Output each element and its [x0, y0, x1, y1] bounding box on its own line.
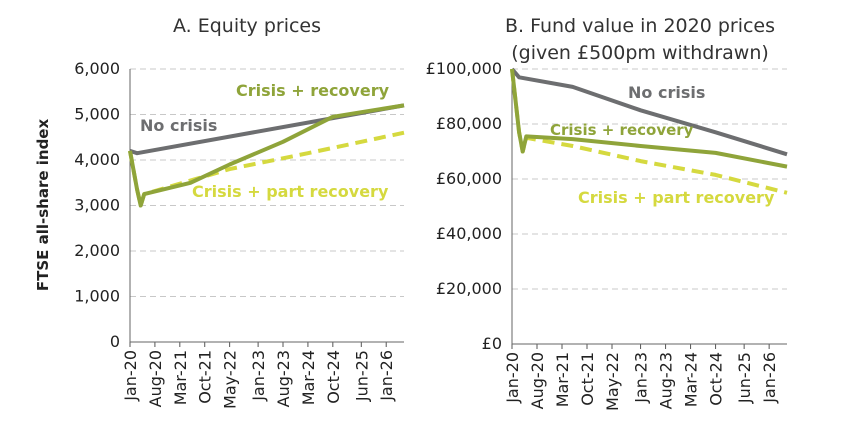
y-tick-label: £60,000: [436, 169, 502, 188]
chart-a-label-crisis-recovery: Crisis + recovery: [236, 81, 390, 100]
x-tick-label: Mar-21: [553, 352, 572, 407]
chart-a-x-tick-labels: Jan-20 Aug-20 Mar-21 Oct-21 May-22 Jan-23 Aug-…: [121, 350, 396, 409]
x-tick-label: Jun-25: [352, 350, 371, 402]
chart-b-label-no-crisis: No crisis: [628, 83, 705, 102]
x-tick-label: Jan-26: [377, 350, 396, 402]
chart-a-gridlines: [130, 68, 404, 297]
x-tick-label: Mar-24: [682, 352, 701, 407]
chart-a-label-crisis-part-recovery: Crisis + part recovery: [192, 182, 389, 201]
series-line-no-crisis: [129, 103, 405, 156]
x-tick-label: Aug-20: [528, 352, 547, 409]
chart-b-title-line-1: B. Fund value in 2020 prices: [505, 15, 775, 37]
chart-b-x-tick-labels: Jan-20 Aug-20 Mar-21 Oct-21 May-22 Jan-23 Aug-…: [503, 352, 779, 411]
chart-a-series: [128, 103, 405, 208]
x-tick-label: Oct-24: [324, 350, 343, 404]
chart-a-series-labels: No crisis Crisis + recovery Crisis + par…: [140, 81, 390, 201]
chart-b-label-crisis-recovery: Crisis + recovery: [550, 121, 694, 139]
x-tick-label: Mar-21: [171, 350, 190, 405]
chart-b-gridlines: [512, 68, 787, 290]
chart-b-series: [510, 67, 788, 195]
x-tick-label: Oct-24: [707, 352, 726, 406]
y-tick-label: 0: [110, 332, 120, 351]
x-tick-label: Jun-25: [735, 352, 754, 404]
x-tick-label: Oct-21: [196, 350, 215, 404]
x-tick-label: May-22: [603, 352, 622, 411]
chart-b-title-line-2: (given £500pm withdrawn): [511, 42, 769, 64]
x-tick-label: Oct-21: [578, 352, 597, 406]
x-tick-label: Jan-23: [632, 352, 651, 404]
chart-a-equity-prices: A. Equity prices FTSE all-share index 0 1…: [34, 15, 405, 409]
series-line-crisis-recovery: [510, 68, 788, 169]
chart-a-y-tick-labels: 0 1,000 2,000 3,000 4,000 5,000 6,000: [74, 59, 120, 351]
chart-b-fund-value: B. Fund value in 2020 prices (given £500…: [426, 15, 788, 411]
y-tick-label: 1,000: [74, 287, 120, 306]
chart-a-label-no-crisis: No crisis: [140, 116, 217, 135]
chart-b-axes: [511, 69, 787, 349]
x-tick-label: Jan-20: [121, 350, 140, 402]
x-tick-label: Mar-24: [299, 350, 318, 405]
chart-a-axes: [129, 69, 404, 347]
x-tick-label: Aug-20: [146, 350, 165, 407]
y-tick-label: 3,000: [74, 196, 120, 215]
x-tick-label: Jan-23: [249, 350, 268, 402]
x-tick-label: May-22: [221, 350, 240, 409]
y-tick-label: £20,000: [436, 279, 502, 298]
chart-a-title: A. Equity prices: [173, 15, 321, 37]
y-tick-label: £0: [482, 334, 502, 353]
y-tick-label: £40,000: [436, 224, 502, 243]
chart-a-y-axis-label: FTSE all-share index: [34, 119, 52, 292]
y-tick-label: 5,000: [74, 105, 120, 124]
y-tick-label: £100,000: [426, 59, 502, 78]
y-tick-label: 2,000: [74, 241, 120, 260]
x-tick-label: Jan-20: [503, 352, 522, 404]
chart-b-y-tick-labels: £0 £20,000 £40,000 £60,000 £80,000 £100,000: [426, 59, 502, 353]
x-tick-label: Jan-26: [760, 352, 779, 404]
chart-b-label-crisis-part-recovery: Crisis + part recovery: [578, 188, 775, 207]
y-tick-label: 4,000: [74, 150, 120, 169]
y-tick-label: £80,000: [436, 114, 502, 133]
x-tick-label: Aug-23: [657, 352, 676, 409]
series-line-no-crisis: [510, 67, 788, 157]
x-tick-label: Aug-23: [274, 350, 293, 407]
chart-b-series-labels: No crisis Crisis + recovery Crisis + par…: [550, 83, 775, 207]
series-line-crisis-recovery: [128, 103, 405, 208]
y-tick-label: 6,000: [74, 59, 120, 78]
